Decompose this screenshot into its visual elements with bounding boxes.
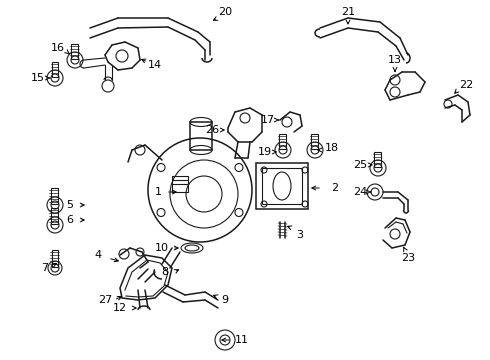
Bar — [172, 176, 188, 192]
Text: 6: 6 — [67, 215, 74, 225]
Text: 22: 22 — [459, 80, 473, 90]
Text: 5: 5 — [67, 200, 74, 210]
Text: 19: 19 — [258, 147, 272, 157]
Text: 18: 18 — [325, 143, 339, 153]
Bar — [52, 62, 58, 77]
Bar — [374, 152, 381, 167]
Bar — [262, 168, 302, 204]
Text: 16: 16 — [51, 43, 65, 53]
Bar — [71, 44, 78, 59]
Text: 12: 12 — [113, 303, 127, 313]
Text: 1: 1 — [154, 187, 162, 197]
Text: 24: 24 — [353, 187, 367, 197]
Text: 21: 21 — [341, 7, 355, 17]
Text: 9: 9 — [221, 295, 228, 305]
Text: 7: 7 — [42, 263, 49, 273]
Bar — [256, 163, 308, 209]
Text: 20: 20 — [218, 7, 232, 17]
Text: 25: 25 — [353, 160, 367, 170]
Bar — [311, 134, 318, 149]
Bar — [51, 188, 58, 204]
Text: 14: 14 — [148, 60, 162, 70]
Text: 10: 10 — [155, 243, 169, 253]
Text: 23: 23 — [401, 253, 415, 263]
Bar — [279, 134, 286, 149]
Text: 3: 3 — [296, 230, 303, 240]
Text: 11: 11 — [235, 335, 249, 345]
Bar — [190, 122, 212, 150]
Text: 17: 17 — [261, 115, 275, 125]
Text: 15: 15 — [31, 73, 45, 83]
Text: 13: 13 — [388, 55, 402, 65]
Text: 26: 26 — [205, 125, 219, 135]
Text: 8: 8 — [161, 267, 169, 277]
Bar — [52, 250, 58, 267]
Text: 27: 27 — [98, 295, 112, 305]
Bar — [51, 208, 58, 224]
Text: 2: 2 — [331, 183, 339, 193]
Text: 4: 4 — [95, 250, 101, 260]
